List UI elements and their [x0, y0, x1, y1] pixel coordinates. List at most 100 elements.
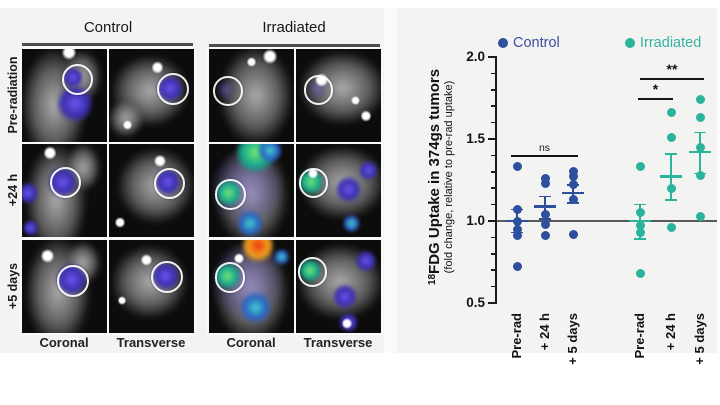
data-point	[540, 209, 550, 219]
blue-uptake-spot	[333, 282, 358, 311]
bright-speck	[247, 57, 256, 67]
bright-speck	[263, 49, 277, 64]
blue-uptake-spot	[355, 249, 376, 273]
pet-image-control-5days-coronal	[22, 240, 107, 333]
x-tick-label: Pre-rad	[509, 313, 524, 359]
significance-label: *	[652, 81, 659, 97]
bright-speck	[360, 110, 371, 122]
teal-uptake-spot	[237, 209, 263, 237]
error-whisker	[544, 196, 546, 220]
bright-speck	[351, 95, 360, 105]
tumor-ring-annotation	[303, 75, 334, 105]
data-point	[512, 262, 522, 272]
bright-speck	[117, 295, 126, 306]
pet-image-irradiated-5days-coronal	[209, 240, 294, 333]
teal-uptake-spot	[258, 144, 283, 164]
mean-bar	[629, 219, 651, 223]
data-point	[568, 172, 578, 182]
tumor-ring-annotation	[154, 167, 186, 199]
data-point	[695, 142, 705, 152]
y-minor-tick	[491, 121, 495, 124]
bright-speck	[154, 154, 166, 167]
error-cap	[665, 152, 677, 155]
error-cap	[634, 238, 646, 240]
data-point	[635, 208, 645, 218]
pet-image-irradiated-24h-transverse	[296, 144, 381, 237]
pet-image-control-prerad-coronal	[22, 49, 107, 142]
y-axis-line	[495, 56, 497, 304]
bright-speck	[233, 253, 244, 265]
data-point	[540, 178, 550, 188]
y-minor-tick	[491, 89, 495, 91]
panel-seam	[384, 8, 397, 353]
y-minor-tick	[491, 105, 495, 107]
y-minor-tick	[491, 154, 495, 157]
col-label-transverse-control: Transverse	[116, 335, 186, 350]
bright-speck	[140, 254, 152, 267]
x-tick-label: + 5 days	[692, 313, 707, 365]
y-tick-label: 1.5	[466, 131, 485, 146]
y-major-tick	[488, 56, 495, 58]
bright-speck	[341, 318, 353, 330]
teal-uptake-spot	[342, 213, 360, 234]
mean-bar	[562, 191, 584, 195]
teal-uptake-spot	[240, 290, 272, 326]
error-cap	[665, 198, 677, 201]
data-point	[695, 211, 705, 221]
legend-label-irradiated: Irradiated	[640, 35, 702, 51]
data-point	[666, 108, 676, 118]
y-minor-tick	[491, 269, 495, 271]
tumor-ring-annotation	[213, 76, 243, 106]
data-point	[540, 173, 550, 183]
bright-speck	[61, 49, 76, 61]
data-point	[695, 170, 705, 180]
significance-label: ns	[538, 142, 551, 155]
data-point	[695, 113, 705, 123]
pet-image-control-24h-transverse	[109, 144, 194, 237]
blue-uptake-spot	[358, 159, 378, 182]
data-point	[568, 167, 578, 177]
pet-image-control-5days-transverse	[109, 240, 194, 333]
data-point	[540, 231, 550, 241]
data-point	[666, 183, 676, 193]
blue-uptake-spot	[22, 181, 39, 205]
legend-dot-irradiated	[625, 38, 635, 48]
data-point	[635, 162, 645, 172]
group-header-control: Control	[83, 19, 133, 36]
significance-label: **	[666, 61, 678, 78]
data-point	[635, 268, 645, 278]
col-label-coronal-irradiated: Coronal	[226, 335, 276, 350]
data-point	[512, 205, 522, 215]
data-point	[568, 195, 578, 205]
irradiated-underline	[209, 44, 380, 47]
y-tick-label: 2.0	[466, 49, 485, 64]
col-label-transverse-irradiated: Transverse	[303, 335, 373, 350]
y-major-tick	[488, 220, 495, 222]
data-point	[568, 229, 578, 239]
mean-bar	[660, 175, 682, 178]
data-point	[512, 231, 522, 241]
data-point	[666, 223, 676, 233]
tumor-ring-annotation	[157, 73, 190, 106]
tumor-ring-annotation	[297, 257, 328, 287]
legend-label-control: Control	[513, 35, 560, 51]
y-major-tick	[488, 138, 495, 140]
error-cap	[539, 218, 551, 221]
bright-speck	[123, 120, 133, 131]
col-label-coronal-control: Coronal	[39, 335, 89, 350]
data-point	[512, 216, 522, 226]
significance-bar	[638, 98, 673, 100]
pet-image-irradiated-prerad-coronal	[209, 49, 294, 142]
pet-image-control-prerad-transverse	[109, 49, 194, 142]
error-cap	[634, 203, 646, 206]
body-blob	[109, 100, 143, 138]
y-tick-label: 1.0	[466, 213, 485, 228]
group-header-irradiated: Irradiated	[262, 19, 326, 36]
tumor-ring-annotation	[57, 265, 90, 298]
pet-image-irradiated-prerad-transverse	[296, 49, 381, 142]
data-point	[512, 162, 522, 172]
x-tick-label: Pre-rad	[632, 313, 647, 359]
baseline-1x	[497, 220, 717, 222]
tumor-ring-annotation	[298, 168, 329, 198]
